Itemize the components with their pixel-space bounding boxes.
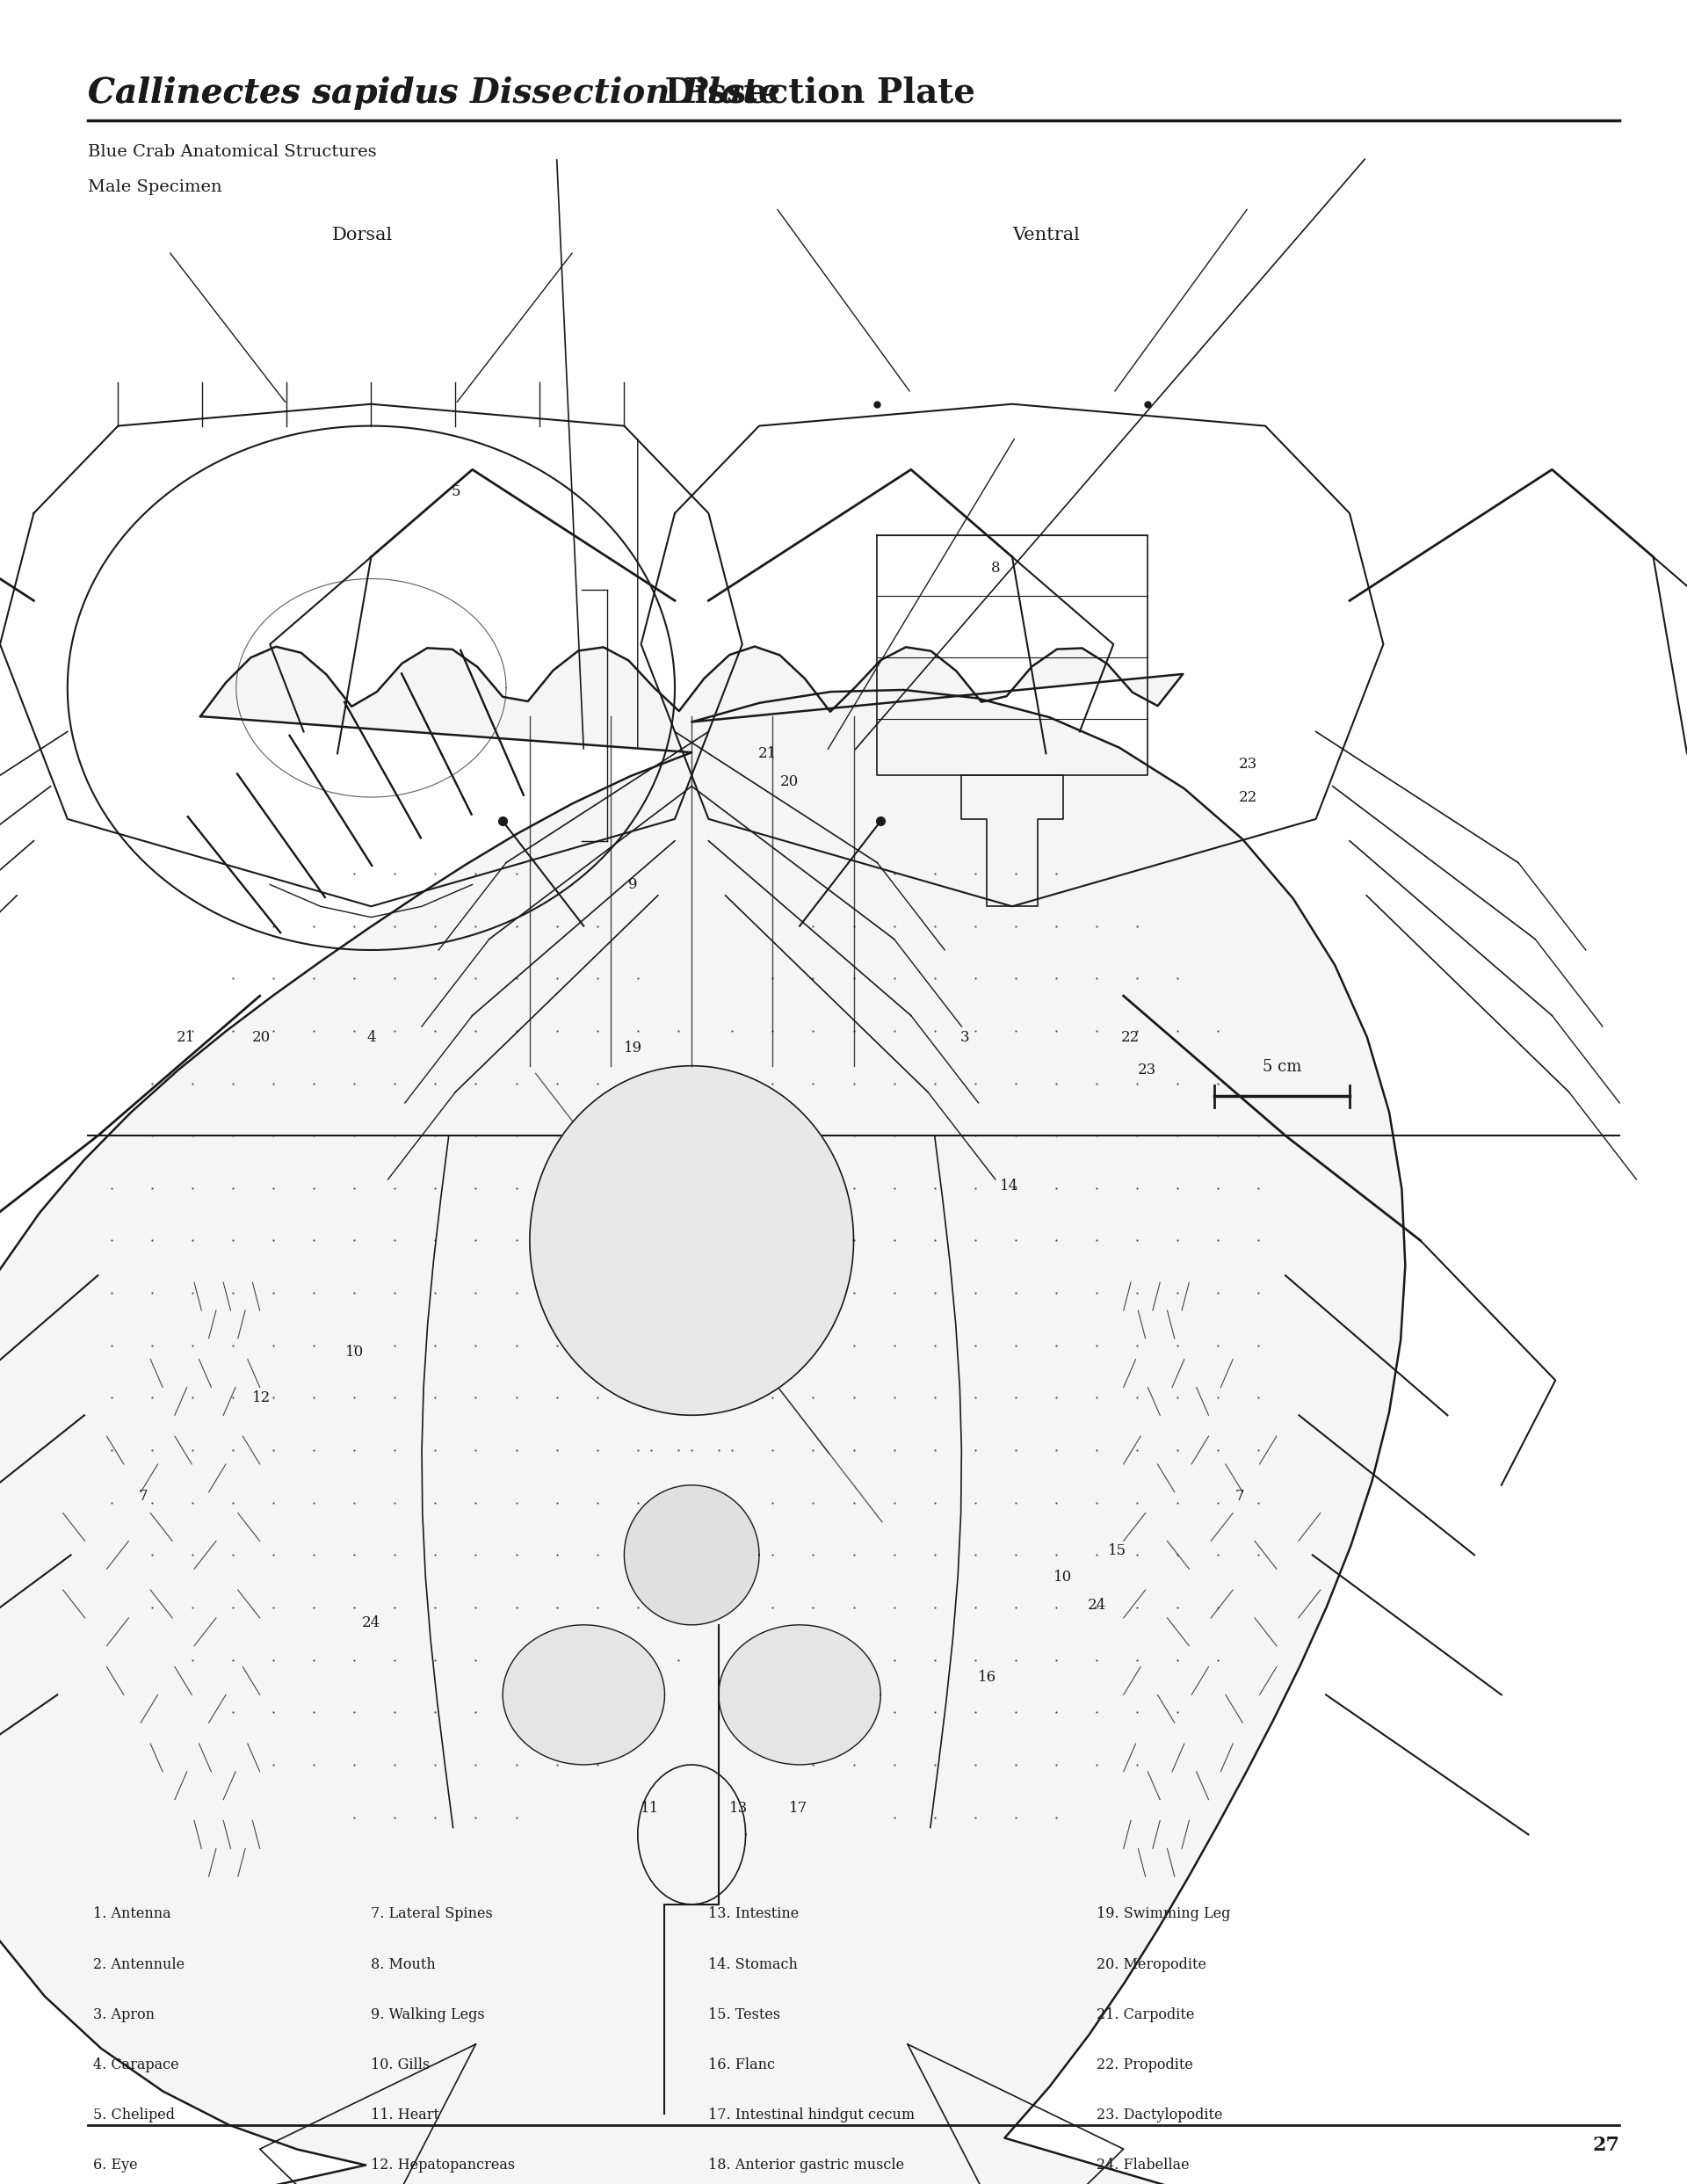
Text: 15: 15 <box>1107 1544 1127 1557</box>
Text: 6: 6 <box>543 1168 553 1182</box>
Polygon shape <box>503 1625 665 1765</box>
Text: 10: 10 <box>1053 1570 1073 1583</box>
Text: 23. Dactylopodite: 23. Dactylopodite <box>1097 2108 1223 2123</box>
Text: 24. Flabellae: 24. Flabellae <box>1097 2158 1189 2173</box>
Text: 20. Meropodite: 20. Meropodite <box>1097 1957 1206 1972</box>
Text: 7. Lateral Spines: 7. Lateral Spines <box>371 1907 493 1922</box>
Text: 13. Intestine: 13. Intestine <box>709 1907 800 1922</box>
Text: 21: 21 <box>175 1031 196 1044</box>
Text: 16: 16 <box>977 1671 997 1684</box>
Text: 5 cm: 5 cm <box>1262 1059 1302 1075</box>
Text: 22: 22 <box>1238 791 1259 804</box>
Text: 19: 19 <box>623 1042 643 1055</box>
Text: 21: 21 <box>757 747 778 760</box>
Text: 10: 10 <box>344 1345 364 1358</box>
Text: 20: 20 <box>779 775 800 788</box>
Text: 21. Carpodite: 21. Carpodite <box>1097 2007 1194 2022</box>
Text: 24: 24 <box>1086 1599 1107 1612</box>
Text: 14: 14 <box>999 1179 1019 1192</box>
Text: 17. Intestinal hindgut cecum: 17. Intestinal hindgut cecum <box>709 2108 914 2123</box>
Text: Blue Crab Anatomical Structures: Blue Crab Anatomical Structures <box>88 144 376 159</box>
Text: 13: 13 <box>729 1802 749 1815</box>
Text: Callinectes sapidus Dissection Plate: Callinectes sapidus Dissection Plate <box>88 76 779 109</box>
Text: 3. Apron: 3. Apron <box>93 2007 154 2022</box>
Text: 8: 8 <box>990 561 1000 574</box>
Text: 3: 3 <box>960 1031 970 1044</box>
Text: Ventral: Ventral <box>1012 227 1080 245</box>
Text: 12. Hepatopancreas: 12. Hepatopancreas <box>371 2158 515 2173</box>
Text: 16. Flanc: 16. Flanc <box>709 2057 776 2073</box>
Text: 14. Stomach: 14. Stomach <box>709 1957 798 1972</box>
Text: 1: 1 <box>621 1199 631 1212</box>
Text: 18: 18 <box>783 1197 803 1210</box>
Text: 10. Gills: 10. Gills <box>371 2057 430 2073</box>
Text: 22: 22 <box>1120 1031 1140 1044</box>
Text: 9: 9 <box>628 878 638 891</box>
Text: 2. Antennule: 2. Antennule <box>93 1957 184 1972</box>
Text: 2: 2 <box>649 1199 660 1212</box>
Text: 27: 27 <box>1593 2136 1620 2156</box>
Text: 5: 5 <box>450 485 461 498</box>
Text: 1. Antenna: 1. Antenna <box>93 1907 170 1922</box>
Text: Dorsal: Dorsal <box>332 227 393 245</box>
Polygon shape <box>719 1625 881 1765</box>
Text: 23: 23 <box>1137 1064 1157 1077</box>
Text: 11. Heart: 11. Heart <box>371 2108 440 2123</box>
Text: 18. Anterior gastric muscle: 18. Anterior gastric muscle <box>709 2158 904 2173</box>
Text: 23: 23 <box>1238 758 1259 771</box>
Text: 24: 24 <box>361 1616 381 1629</box>
Text: 11: 11 <box>639 1802 660 1815</box>
Polygon shape <box>530 1066 854 1415</box>
Text: 8. Mouth: 8. Mouth <box>371 1957 435 1972</box>
Text: 7: 7 <box>138 1489 148 1503</box>
Polygon shape <box>624 1485 759 1625</box>
Text: 9. Walking Legs: 9. Walking Legs <box>371 2007 486 2022</box>
Text: Dissection Plate: Dissection Plate <box>653 76 975 109</box>
Text: Callinectes sapidus: Callinectes sapidus <box>88 76 459 109</box>
Text: 7: 7 <box>1235 1489 1245 1503</box>
Polygon shape <box>0 646 1405 2184</box>
Text: 12: 12 <box>251 1391 272 1404</box>
Text: 6. Eye: 6. Eye <box>93 2158 137 2173</box>
Text: 22. Propodite: 22. Propodite <box>1097 2057 1193 2073</box>
Text: 19. Swimming Leg: 19. Swimming Leg <box>1097 1907 1230 1922</box>
Text: 20: 20 <box>251 1031 272 1044</box>
Text: 4: 4 <box>366 1031 376 1044</box>
Text: 5. Cheliped: 5. Cheliped <box>93 2108 174 2123</box>
Text: 4. Carapace: 4. Carapace <box>93 2057 179 2073</box>
Text: 15. Testes: 15. Testes <box>709 2007 781 2022</box>
Text: 17: 17 <box>788 1802 808 1815</box>
Text: Male Specimen: Male Specimen <box>88 179 221 194</box>
